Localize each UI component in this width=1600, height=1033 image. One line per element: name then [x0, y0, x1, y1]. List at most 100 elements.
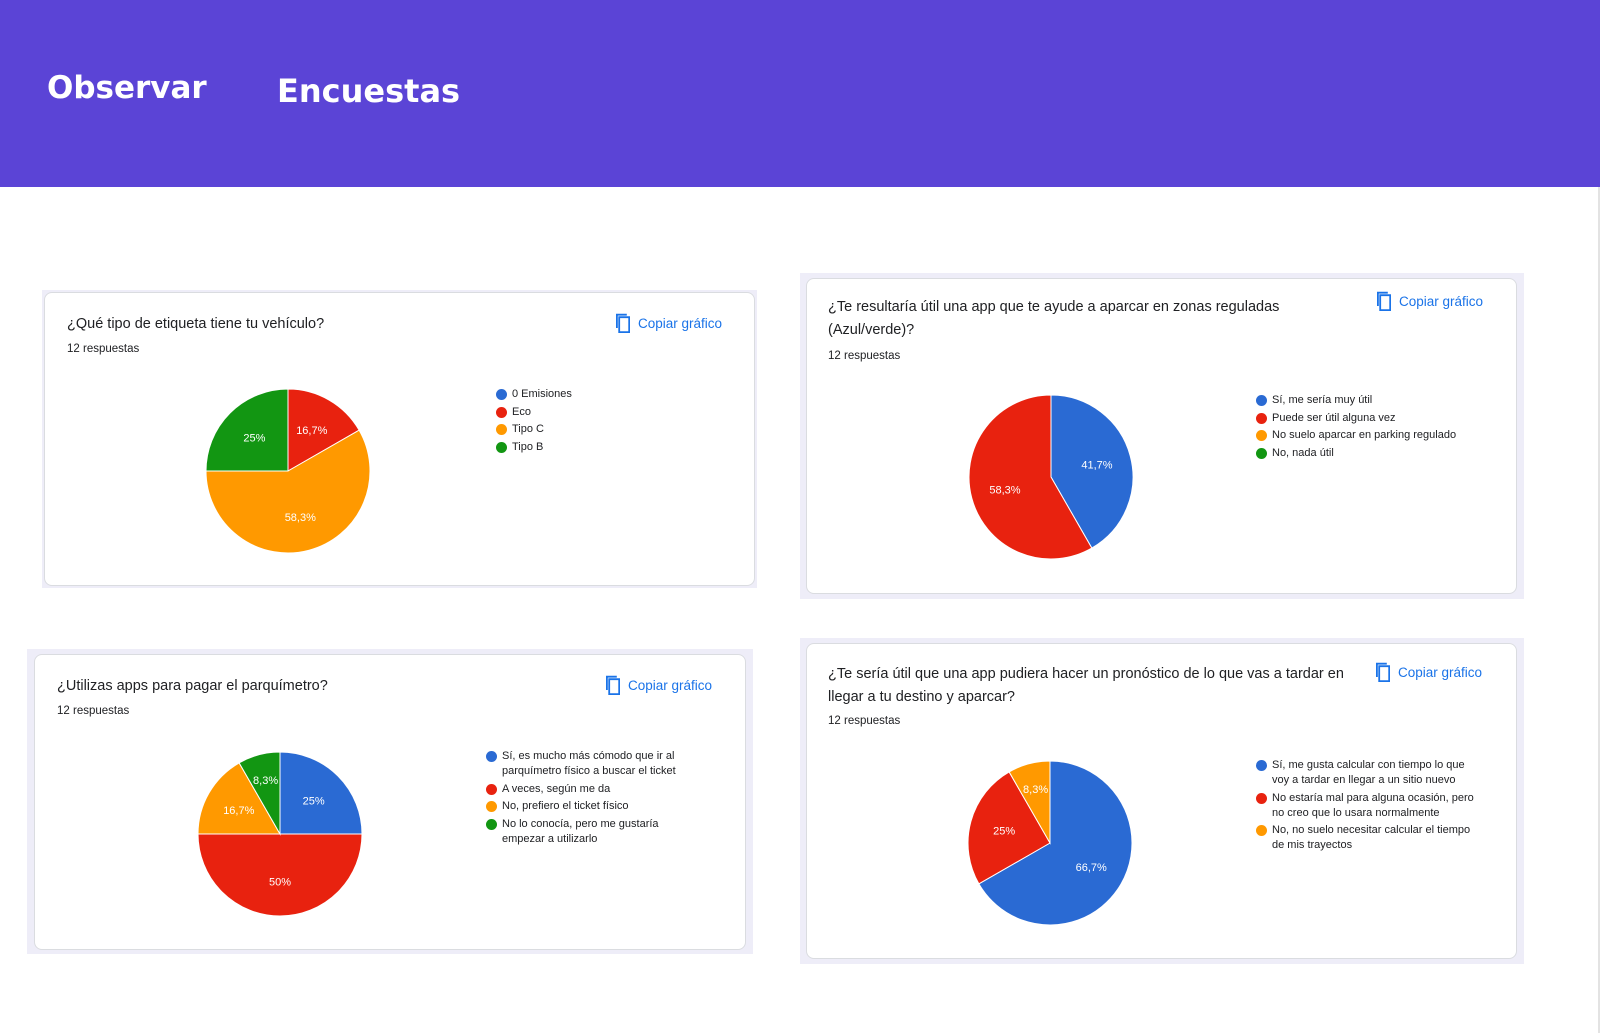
legend-item-no-no-suelo-necesitar-calcular-el-tiempo: No, no suelo necesitar calcular el tiemp… [1256, 823, 1481, 853]
pie-slice-no-estaria-mal-para-alguna-ocasion-pero- [967, 771, 1051, 885]
legend-swatch [1256, 792, 1267, 804]
legend-swatch [496, 424, 507, 435]
question-title: ¿Utilizas apps para pagar el parquímetro… [57, 678, 328, 694]
page-edge-divider [1598, 187, 1600, 1033]
legend-swatch [1256, 760, 1267, 771]
legend-label: Puede ser útil alguna vez [1272, 411, 1396, 424]
question-title: ¿Qué tipo de etiqueta tiene tu vehículo? [67, 316, 325, 332]
pie-chart: 25% 50% 16,7% 8,3% [197, 751, 363, 917]
copy-chart-label: Copiar gráfico [638, 315, 723, 331]
pie-slice-label: 58,3% [285, 512, 316, 524]
legend-item-no-prefiero-el-ticket-fisico: No, prefiero el ticket físico [486, 799, 696, 814]
legend-label: Sí, es mucho más cómodo que ir al parquí… [502, 750, 676, 777]
legend-item-no-estaria-mal-para-alguna-ocasion-pero-: No estaría mal para alguna ocasión, pero… [1256, 791, 1481, 821]
pie-chart: 16,7% 58,3% 25% [205, 388, 371, 554]
legend-swatch [1256, 447, 1267, 459]
question-title: ¿Te sería útil que una app pudiera hacer… [828, 666, 1344, 705]
legend-label: No lo conocía, pero me gustaría empezar … [502, 817, 659, 845]
pie-slice-tipo-b [205, 388, 289, 472]
pie-slice-si-me-gusta-calcular-con-tiempo-lo-que-v [978, 760, 1133, 926]
legend-swatch [496, 389, 507, 400]
legend-item-no-lo-conocia-pero-me-gustaria-empezar-a: No lo conocía, pero me gustaría empezar … [486, 817, 696, 847]
pie-slice-label: 41,7% [1081, 460, 1112, 472]
copy-chart-button[interactable]: Copiar gráfico [602, 675, 712, 695]
copy-icon [1377, 291, 1391, 311]
legend-swatch [496, 406, 507, 418]
legend-swatch [1256, 825, 1267, 836]
legend-label: No, nada útil [1272, 446, 1334, 459]
legend-label: Sí, me sería muy útil [1272, 394, 1373, 406]
pie-chart: 66,7% 25% 8,3% [967, 760, 1133, 926]
pie-slice-label: 25% [243, 432, 265, 444]
pie-slice-eco [287, 388, 360, 472]
legend-swatch [1256, 395, 1267, 406]
pie-slice-label: 25% [993, 826, 1015, 838]
copy-chart-label: Copiar gráfico [1399, 293, 1484, 309]
pie-slice-si-es-mucho-mas-comodo-que-ir-al-parquim [279, 751, 363, 835]
response-count: 12 respuestas [828, 715, 901, 727]
chart-legend: Sí, es mucho más cómodo que ir al parquí… [486, 749, 696, 849]
tab-observar[interactable]: Observar [47, 70, 207, 106]
copy-chart-label: Copiar gráfico [628, 677, 713, 693]
legend-item-tipo-b: Tipo B [496, 440, 706, 455]
legend-swatch [1256, 412, 1267, 424]
pie-slice-label: 16,7% [223, 805, 254, 817]
survey-card-arrival-forecast: ¿Te sería útil que una app pudiera hacer… [806, 643, 1517, 959]
tab-encuestas[interactable]: Encuestas [277, 72, 461, 110]
app-header: Observar Encuestas [0, 0, 1600, 187]
pie-slice-no-prefiero-el-ticket-fisico [197, 762, 281, 835]
copy-chart-button[interactable]: Copiar gráfico [1372, 662, 1482, 682]
pie-slice-label: 8,3% [1023, 784, 1048, 796]
pie-slice-label: 25% [303, 795, 325, 807]
pie-slice-a-veces-segun-me-da [197, 833, 363, 917]
legend-label: Tipo B [512, 440, 544, 453]
pie-slice-no-no-suelo-necesitar-calcular-el-tiempo [1008, 760, 1051, 845]
legend-label: Tipo C [512, 423, 544, 435]
legend-swatch [486, 751, 497, 762]
pie-slice-label: 8,3% [253, 775, 278, 787]
chart-legend: Sí, me sería muy útil Puede ser útil algu… [1256, 393, 1496, 463]
legend-item-eco: Eco [496, 405, 706, 420]
copy-chart-button[interactable]: Copiar gráfico [1373, 291, 1483, 311]
legend-item-tipo-c: Tipo C [496, 422, 706, 437]
pie-slice-tipo-c [205, 429, 371, 554]
legend-label: 0 Emisiones [512, 388, 572, 400]
legend-item-no-nada-util: No, nada útil [1256, 446, 1496, 461]
legend-item-no-suelo-aparcar-en-parking-regulado: No suelo aparcar en parking regulado [1256, 428, 1496, 443]
chart-legend: 0 Emisiones Eco Tipo C Tipo B [496, 387, 706, 457]
pie-slice-label: 66,7% [1076, 862, 1107, 874]
legend-item-si-me-seria-muy-util: Sí, me sería muy útil [1256, 393, 1496, 408]
legend-label: Sí, me gusta calcular con tiempo lo que … [1272, 759, 1465, 786]
legend-item-si-es-mucho-mas-comodo-que-ir-al-parquim: Sí, es mucho más cómodo que ir al parquí… [486, 749, 696, 779]
legend-swatch [1256, 430, 1267, 441]
legend-label: No estaría mal para alguna ocasión, pero… [1272, 791, 1474, 819]
pie-slice-puede-ser-util-alguna-vez [968, 394, 1093, 560]
copy-chart-button[interactable]: Copiar gráfico [612, 313, 722, 333]
legend-label: No, no suelo necesitar calcular el tiemp… [1272, 824, 1471, 851]
legend-item-0-emisiones: 0 Emisiones [496, 387, 706, 402]
pie-slice-label: 16,7% [296, 425, 327, 437]
copy-icon [616, 313, 630, 333]
legend-item-a-veces-segun-me-da: A veces, según me da [486, 782, 696, 797]
legend-swatch [486, 818, 497, 830]
response-count: 12 respuestas [67, 343, 140, 355]
copy-chart-label: Copiar gráfico [1398, 664, 1483, 680]
pie-chart: 41,7% 58,3% [968, 394, 1134, 560]
pie-slice-no-lo-conocia-pero-me-gustaria-empezar-a [238, 751, 281, 836]
legend-item-si-me-gusta-calcular-con-tiempo-lo-que-v: Sí, me gusta calcular con tiempo lo que … [1256, 758, 1481, 788]
response-count: 12 respuestas [828, 350, 901, 362]
survey-card-vehicle-label: ¿Qué tipo de etiqueta tiene tu vehículo?… [44, 292, 755, 586]
question-title: ¿Te resultaría útil una app que te ayude… [828, 299, 1280, 338]
pie-slice-label: 50% [269, 877, 291, 889]
legend-label: A veces, según me da [502, 782, 611, 795]
pie-slice-label: 58,3% [989, 484, 1020, 496]
legend-swatch [496, 441, 507, 453]
legend-item-puede-ser-util-alguna-vez: Puede ser útil alguna vez [1256, 411, 1496, 426]
copy-icon [606, 675, 620, 695]
chart-legend: Sí, me gusta calcular con tiempo lo que … [1256, 758, 1481, 856]
survey-card-regulated-parking: ¿Te resultaría útil una app que te ayude… [806, 278, 1517, 594]
legend-swatch [486, 783, 497, 795]
legend-label: No suelo aparcar en parking regulado [1272, 429, 1457, 441]
legend-swatch [486, 801, 497, 812]
legend-label: No, prefiero el ticket físico [502, 800, 629, 812]
